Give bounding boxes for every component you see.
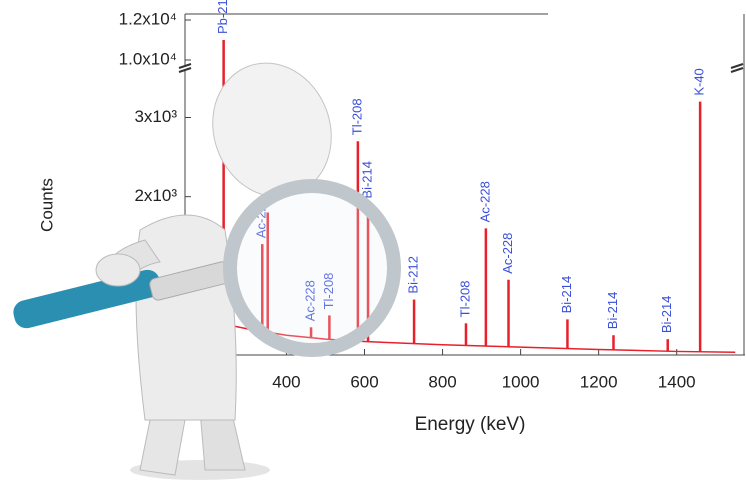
peak-label: Ac-228 bbox=[477, 181, 492, 222]
peak-label: Tl-208 bbox=[457, 280, 472, 317]
x-tick-label: 400 bbox=[272, 372, 300, 391]
x-axis-title: Energy (keV) bbox=[415, 414, 526, 435]
hand bbox=[96, 254, 140, 286]
body bbox=[136, 215, 236, 420]
y-tick-label: 1.0x10⁴ bbox=[119, 49, 177, 68]
figure-illustration bbox=[11, 46, 394, 480]
peak-label: K-40 bbox=[692, 68, 707, 95]
peak-label: Ac-228 bbox=[500, 233, 515, 274]
peak-label: Bi-214 bbox=[659, 296, 674, 334]
y-tick-label: 2x10³ bbox=[134, 186, 177, 205]
y-axis-title: Counts bbox=[37, 178, 56, 232]
y-tick-label: 1.2x10⁴ bbox=[119, 9, 177, 28]
peak-label: Bi-214 bbox=[359, 161, 374, 199]
peak-label: Bi-214 bbox=[559, 276, 574, 314]
axis-break bbox=[179, 64, 191, 72]
axis-break bbox=[731, 64, 743, 72]
magnifier-lens bbox=[230, 186, 394, 350]
peak-label: Bi-212 bbox=[406, 256, 421, 294]
page: 2004006008001000120014002x10³3x10³1.0x10… bbox=[0, 0, 746, 483]
x-tick-label: 1200 bbox=[580, 372, 618, 391]
peak-label: Tl-208 bbox=[349, 98, 364, 135]
peak-label: Bi-214 bbox=[605, 292, 620, 330]
x-tick-label: 600 bbox=[350, 372, 378, 391]
x-tick-label: 1000 bbox=[502, 372, 540, 391]
x-tick-label: 1400 bbox=[658, 372, 696, 391]
y-tick-label: 3x10³ bbox=[134, 107, 177, 126]
chart: 2004006008001000120014002x10³3x10³1.0x10… bbox=[0, 0, 746, 483]
x-tick-label: 800 bbox=[428, 372, 456, 391]
peak-label: Pb-212 bbox=[215, 0, 230, 34]
